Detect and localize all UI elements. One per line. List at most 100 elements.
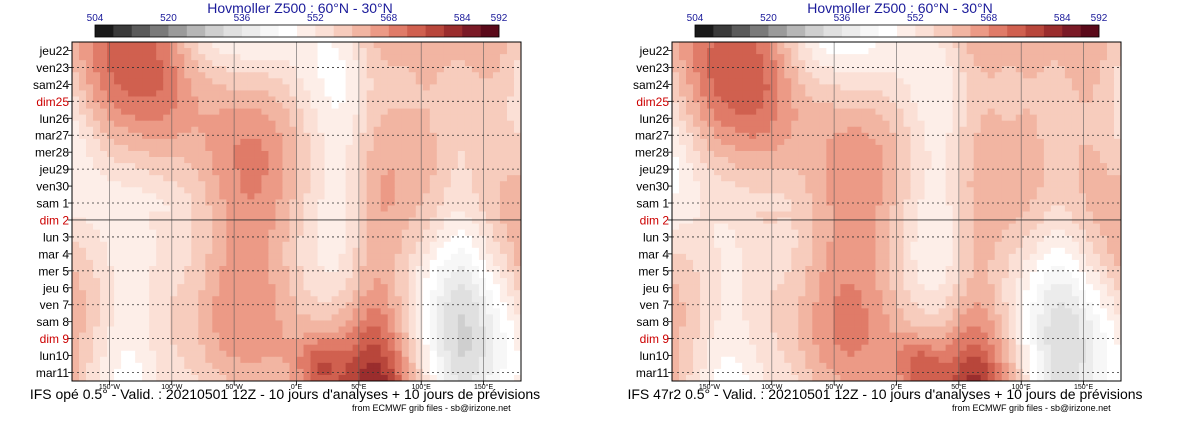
heatmap-cell (910, 96, 918, 103)
heatmap-cell (394, 229, 403, 237)
heatmap-cell (1022, 48, 1031, 55)
heatmap-cell (149, 332, 157, 340)
heatmap-cell (819, 138, 827, 146)
heatmap-cell (303, 308, 311, 315)
heatmap-cell (310, 132, 318, 140)
heatmap-cell (380, 66, 389, 73)
colorbar-swatch (860, 25, 879, 37)
heatmap-cell (338, 308, 347, 315)
heatmap-cell (394, 332, 403, 340)
heatmap-cell (373, 48, 382, 55)
heatmap-cell (429, 175, 438, 182)
colorbar-swatch (841, 25, 861, 37)
heatmap-cell (107, 42, 115, 49)
heatmap-cell (422, 157, 431, 164)
heatmap-cell (422, 278, 431, 285)
heatmap-cell (261, 368, 269, 376)
heatmap-cell (436, 356, 445, 364)
heatmap-cell (93, 163, 101, 170)
heatmap-cell (429, 187, 438, 194)
heatmap-cell (324, 344, 332, 352)
heatmap-cell (233, 54, 241, 61)
heatmap-cell (149, 296, 157, 303)
heatmap-cell (135, 84, 143, 91)
heatmap-cell (170, 163, 178, 170)
heatmap-cell (303, 169, 311, 176)
heatmap-cell (422, 90, 431, 97)
heatmap-cell (840, 132, 848, 140)
heatmap-cell (352, 84, 361, 91)
heatmap-cell (310, 374, 318, 382)
heatmap-cell (219, 235, 227, 243)
heatmap-cell (499, 108, 508, 116)
heatmap-cell (268, 314, 276, 321)
heatmap-cell (247, 290, 255, 297)
heatmap-cell (247, 48, 255, 55)
heatmap-cell (331, 211, 339, 218)
heatmap-cell (938, 78, 947, 85)
heatmap-cell (296, 284, 304, 291)
heatmap-cell (847, 138, 855, 146)
heatmap-cell (700, 157, 708, 164)
heatmap-cell (847, 132, 855, 140)
heatmap-cell (742, 72, 750, 79)
heatmap-cell (784, 132, 792, 140)
heatmap-cell (679, 126, 687, 134)
heatmap-cell (205, 338, 213, 346)
heatmap-cell (254, 229, 262, 237)
heatmap-cell (714, 66, 722, 73)
heatmap-cell (471, 120, 480, 128)
heatmap-cell (345, 247, 354, 255)
heatmap-cell (163, 175, 171, 182)
heatmap-cell (1036, 78, 1045, 85)
heatmap-cell (212, 205, 220, 212)
heatmap-cell (79, 265, 87, 273)
heatmap-cell (429, 229, 438, 237)
heatmap-cell (506, 193, 515, 200)
heatmap-cell (1029, 108, 1038, 116)
heatmap-cell (289, 302, 297, 309)
heatmap-cell (345, 284, 354, 291)
heatmap-cell (128, 108, 136, 116)
heatmap-cell (156, 284, 164, 291)
heatmap-cell (163, 96, 171, 103)
heatmap-cell (742, 150, 750, 158)
heatmap-cell (331, 60, 339, 67)
heatmap-cell (1078, 66, 1087, 73)
heatmap-cell (1029, 157, 1038, 164)
heatmap-cell (931, 138, 939, 146)
heatmap-cell (289, 102, 297, 109)
heatmap-cell (450, 187, 459, 194)
heatmap-cell (770, 114, 778, 122)
heatmap-cell (219, 320, 227, 327)
heatmap-cell (931, 66, 939, 73)
heatmap-cell (275, 66, 283, 73)
heatmap-cell (205, 314, 213, 321)
heatmap-cell (833, 90, 841, 97)
heatmap-cell (714, 72, 722, 79)
heatmap-cell (205, 362, 213, 370)
heatmap-cell (205, 265, 213, 273)
heatmap-cell (170, 96, 178, 103)
heatmap-cell (987, 144, 996, 152)
heatmap-cell (464, 229, 473, 237)
heatmap-cell (261, 362, 269, 370)
heatmap-cell (93, 344, 101, 352)
heatmap-cell (875, 66, 883, 73)
heatmap-cell (247, 84, 255, 91)
heatmap-cell (1015, 96, 1024, 103)
heatmap-cell (345, 326, 354, 333)
heatmap-cell (345, 205, 354, 212)
heatmap-cell (945, 96, 954, 103)
heatmap-cell (128, 157, 136, 164)
heatmap-cell (387, 175, 396, 182)
heatmap-cell (882, 84, 890, 91)
heatmap-cell (478, 66, 487, 73)
heatmap-cell (247, 193, 255, 200)
heatmap-cell (513, 241, 522, 249)
heatmap-cell (149, 235, 157, 243)
heatmap-cell (679, 120, 687, 128)
heatmap-cell (338, 217, 347, 225)
heatmap-cell (100, 374, 108, 382)
heatmap-cell (86, 356, 94, 364)
